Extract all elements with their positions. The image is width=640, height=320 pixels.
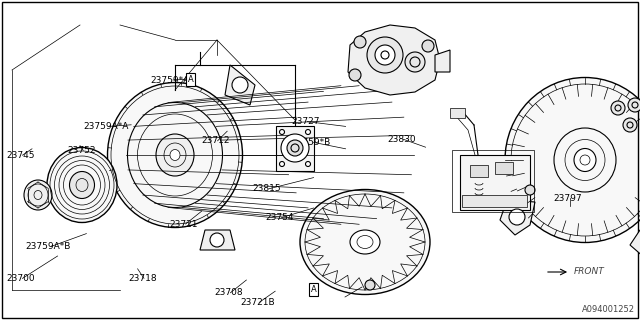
Circle shape — [422, 40, 434, 52]
Text: 23830: 23830 — [387, 135, 416, 144]
Circle shape — [287, 140, 303, 156]
Text: 23759*A: 23759*A — [150, 76, 189, 84]
Ellipse shape — [70, 172, 95, 198]
Polygon shape — [435, 50, 450, 72]
Text: A: A — [311, 285, 316, 294]
Polygon shape — [348, 25, 440, 95]
Circle shape — [280, 130, 285, 134]
Polygon shape — [225, 65, 255, 105]
Bar — [460, 155, 530, 210]
Circle shape — [405, 52, 425, 72]
Circle shape — [367, 37, 403, 73]
Polygon shape — [200, 230, 235, 250]
Ellipse shape — [505, 77, 640, 243]
Circle shape — [305, 162, 310, 166]
Text: 23721: 23721 — [170, 220, 198, 228]
Text: 23797: 23797 — [554, 194, 582, 203]
Ellipse shape — [574, 148, 596, 172]
Circle shape — [354, 36, 366, 48]
Circle shape — [628, 98, 640, 112]
Circle shape — [210, 233, 224, 247]
Text: FRONT: FRONT — [574, 268, 605, 276]
Text: A094001252: A094001252 — [582, 305, 635, 314]
Circle shape — [232, 77, 248, 93]
Ellipse shape — [47, 148, 117, 222]
Ellipse shape — [170, 149, 180, 161]
Bar — [452, 150, 534, 212]
Bar — [450, 108, 465, 118]
Text: 23712: 23712 — [202, 136, 230, 145]
Bar — [495, 162, 513, 174]
Bar — [462, 195, 527, 207]
Text: 23708: 23708 — [214, 288, 243, 297]
Text: 23718: 23718 — [128, 274, 157, 283]
Text: 23745: 23745 — [6, 151, 35, 160]
Circle shape — [375, 45, 395, 65]
Text: 23721B: 23721B — [240, 298, 275, 307]
Circle shape — [509, 209, 525, 225]
Circle shape — [281, 134, 309, 162]
Circle shape — [280, 162, 285, 166]
Text: 23752: 23752 — [67, 146, 96, 155]
Text: 23759A*A: 23759A*A — [83, 122, 129, 131]
Text: A: A — [188, 75, 193, 84]
Bar — [470, 165, 488, 177]
Circle shape — [525, 185, 535, 195]
Circle shape — [611, 101, 625, 115]
Ellipse shape — [350, 230, 380, 254]
Text: 23759*B: 23759*B — [291, 138, 330, 147]
Text: 23754: 23754 — [266, 213, 294, 222]
Circle shape — [365, 280, 375, 290]
Circle shape — [305, 130, 310, 134]
Text: 23727: 23727 — [291, 117, 320, 126]
Ellipse shape — [300, 189, 430, 294]
Polygon shape — [630, 230, 640, 258]
Circle shape — [349, 69, 361, 81]
Circle shape — [623, 118, 637, 132]
Text: 23700: 23700 — [6, 274, 35, 283]
Text: 23759A*B: 23759A*B — [26, 242, 71, 251]
Bar — [276, 126, 314, 171]
Text: 23815: 23815 — [253, 184, 282, 193]
Polygon shape — [500, 200, 535, 235]
Ellipse shape — [156, 134, 194, 176]
Ellipse shape — [108, 83, 243, 228]
Ellipse shape — [24, 180, 52, 210]
